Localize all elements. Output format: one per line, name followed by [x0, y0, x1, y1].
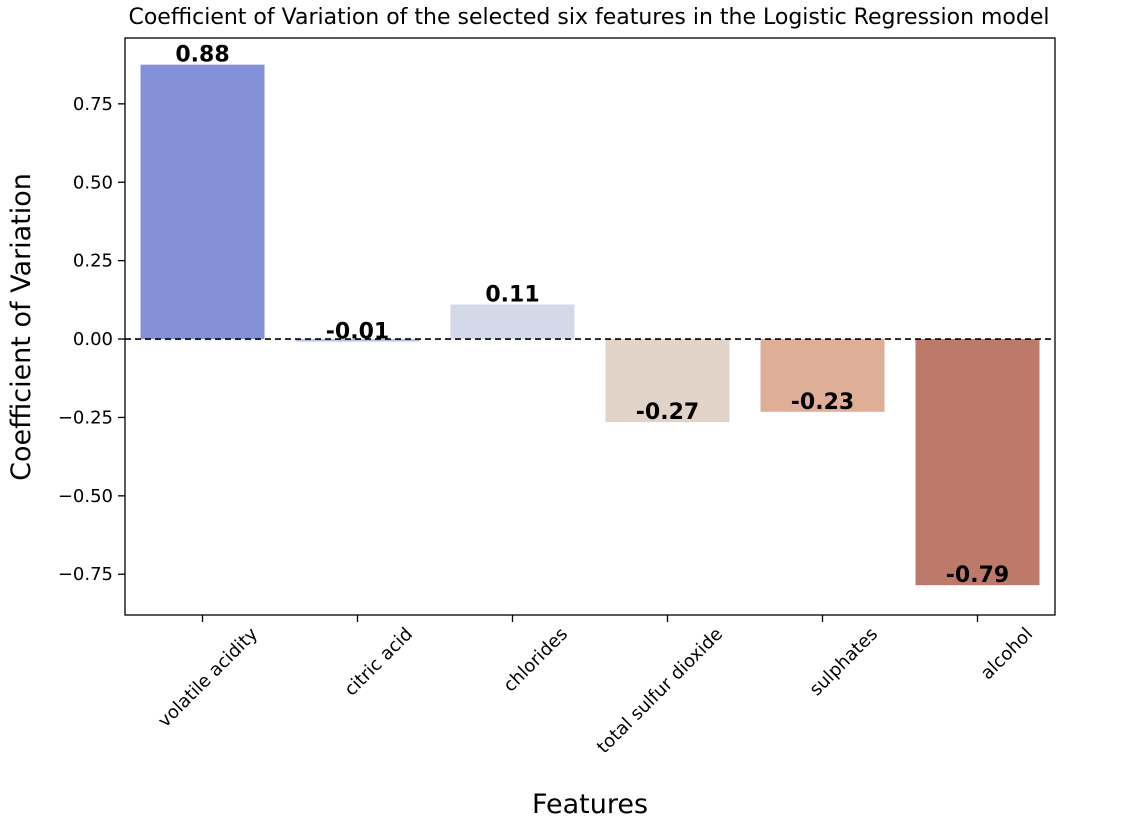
- bar-citric-acid: [295, 339, 420, 342]
- bars-layer: [140, 64, 1040, 586]
- data-label-alcohol: -0.79: [946, 563, 1009, 588]
- plot-area-frame: [124, 37, 1056, 616]
- x-axis-label: Features: [532, 789, 648, 820]
- x-tick-label-total-sulfur-dioxide: total sulfur dioxide: [593, 624, 727, 758]
- x-axis: volatile acidity citric acid chlorides tota…: [154, 615, 1037, 758]
- x-tick-label-citric-acid: citric acid: [340, 624, 417, 701]
- y-tick-label: −0.50: [58, 486, 113, 507]
- bar-chlorides: [450, 304, 575, 340]
- x-tick-label-volatile-acidity: volatile acidity: [154, 623, 262, 731]
- data-label-total-sulfur-dioxide: -0.27: [636, 400, 699, 425]
- y-axis-label: Coefficient of Variation: [6, 173, 37, 481]
- bar-volatile-acidity: [140, 64, 265, 340]
- y-tick-label: −0.75: [58, 564, 113, 585]
- chart-title: Coefficient of Variation of the selected…: [128, 5, 1049, 30]
- y-axis: 0.75 0.50 0.25 0.00 −0.25 −0.50 −0.75: [58, 94, 125, 585]
- x-tick-label-sulphates: sulphates: [806, 624, 882, 700]
- y-tick-label: 0.75: [73, 94, 113, 115]
- y-tick-label: 0.00: [73, 329, 113, 350]
- data-label-sulphates: -0.23: [791, 390, 854, 415]
- bar-total-sulfur-dioxide: [605, 339, 730, 423]
- bar-sulphates: [760, 339, 885, 412]
- y-tick-label: −0.25: [58, 407, 113, 428]
- y-tick-label: 0.25: [73, 251, 113, 272]
- data-label-chlorides: 0.11: [485, 283, 539, 308]
- x-tick-label-chlorides: chlorides: [499, 624, 572, 697]
- data-labels-layer: 0.88 -0.01 0.11 -0.27 -0.23 -0.79: [175, 43, 1009, 589]
- data-label-citric-acid: -0.01: [326, 320, 389, 345]
- x-tick-label-alcohol: alcohol: [977, 624, 1037, 684]
- data-label-volatile-acidity: 0.88: [175, 43, 229, 68]
- bar-alcohol: [915, 339, 1040, 586]
- y-tick-label: 0.50: [73, 172, 113, 193]
